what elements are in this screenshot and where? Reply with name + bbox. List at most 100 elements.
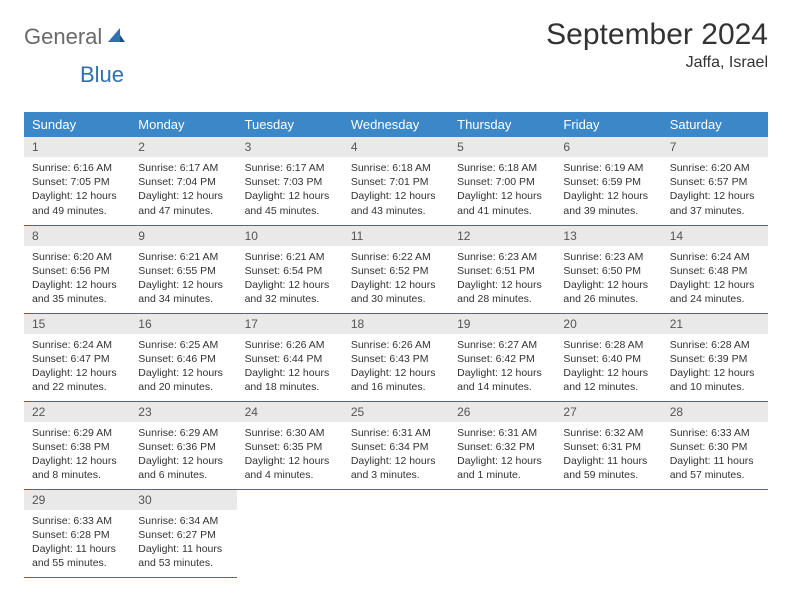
logo-text-general: General xyxy=(24,24,102,50)
calendar-week-row: 29Sunrise: 6:33 AMSunset: 6:28 PMDayligh… xyxy=(24,489,768,577)
sunrise-text: Sunrise: 6:18 AM xyxy=(457,161,547,175)
day-number: 1 xyxy=(24,137,130,157)
day-details: Sunrise: 6:17 AMSunset: 7:03 PMDaylight:… xyxy=(237,157,343,224)
sunrise-text: Sunrise: 6:26 AM xyxy=(245,338,335,352)
sunrise-text: Sunrise: 6:21 AM xyxy=(245,250,335,264)
day-number: 12 xyxy=(449,226,555,246)
calendar-cell xyxy=(449,489,555,577)
sunset-text: Sunset: 6:34 PM xyxy=(351,440,441,454)
sunrise-text: Sunrise: 6:24 AM xyxy=(670,250,760,264)
sunset-text: Sunset: 6:38 PM xyxy=(32,440,122,454)
calendar-cell: 7Sunrise: 6:20 AMSunset: 6:57 PMDaylight… xyxy=(662,137,768,225)
sunrise-text: Sunrise: 6:17 AM xyxy=(138,161,228,175)
logo: General xyxy=(24,18,128,50)
daylight-text: Daylight: 12 hours and 24 minutes. xyxy=(670,278,760,306)
sunset-text: Sunset: 6:31 PM xyxy=(563,440,653,454)
daylight-text: Daylight: 12 hours and 37 minutes. xyxy=(670,189,760,217)
day-details: Sunrise: 6:33 AMSunset: 6:30 PMDaylight:… xyxy=(662,422,768,489)
daylight-text: Daylight: 12 hours and 18 minutes. xyxy=(245,366,335,394)
daylight-text: Daylight: 12 hours and 43 minutes. xyxy=(351,189,441,217)
calendar-week-row: 8Sunrise: 6:20 AMSunset: 6:56 PMDaylight… xyxy=(24,225,768,313)
sunset-text: Sunset: 6:42 PM xyxy=(457,352,547,366)
daylight-text: Daylight: 12 hours and 32 minutes. xyxy=(245,278,335,306)
sunset-text: Sunset: 6:55 PM xyxy=(138,264,228,278)
day-number: 18 xyxy=(343,314,449,334)
day-details: Sunrise: 6:17 AMSunset: 7:04 PMDaylight:… xyxy=(130,157,236,224)
calendar-cell: 27Sunrise: 6:32 AMSunset: 6:31 PMDayligh… xyxy=(555,401,661,489)
day-details: Sunrise: 6:28 AMSunset: 6:39 PMDaylight:… xyxy=(662,334,768,401)
day-details: Sunrise: 6:25 AMSunset: 6:46 PMDaylight:… xyxy=(130,334,236,401)
day-number: 20 xyxy=(555,314,661,334)
day-number: 8 xyxy=(24,226,130,246)
day-details: Sunrise: 6:20 AMSunset: 6:57 PMDaylight:… xyxy=(662,157,768,224)
logo-sail-icon xyxy=(106,26,126,49)
day-details: Sunrise: 6:27 AMSunset: 6:42 PMDaylight:… xyxy=(449,334,555,401)
day-number: 24 xyxy=(237,402,343,422)
day-details: Sunrise: 6:28 AMSunset: 6:40 PMDaylight:… xyxy=(555,334,661,401)
daylight-text: Daylight: 11 hours and 57 minutes. xyxy=(670,454,760,482)
sunset-text: Sunset: 6:30 PM xyxy=(670,440,760,454)
day-details: Sunrise: 6:34 AMSunset: 6:27 PMDaylight:… xyxy=(130,510,236,577)
daylight-text: Daylight: 11 hours and 59 minutes. xyxy=(563,454,653,482)
daylight-text: Daylight: 12 hours and 3 minutes. xyxy=(351,454,441,482)
day-details: Sunrise: 6:31 AMSunset: 6:34 PMDaylight:… xyxy=(343,422,449,489)
sunrise-text: Sunrise: 6:27 AM xyxy=(457,338,547,352)
sunset-text: Sunset: 7:01 PM xyxy=(351,175,441,189)
daylight-text: Daylight: 11 hours and 55 minutes. xyxy=(32,542,122,570)
sunset-text: Sunset: 6:43 PM xyxy=(351,352,441,366)
sunrise-text: Sunrise: 6:24 AM xyxy=(32,338,122,352)
calendar-cell: 4Sunrise: 6:18 AMSunset: 7:01 PMDaylight… xyxy=(343,137,449,225)
daylight-text: Daylight: 12 hours and 26 minutes. xyxy=(563,278,653,306)
calendar-cell: 10Sunrise: 6:21 AMSunset: 6:54 PMDayligh… xyxy=(237,225,343,313)
day-number: 16 xyxy=(130,314,236,334)
month-title: September 2024 xyxy=(546,18,768,52)
sunset-text: Sunset: 6:28 PM xyxy=(32,528,122,542)
calendar-cell: 19Sunrise: 6:27 AMSunset: 6:42 PMDayligh… xyxy=(449,313,555,401)
sunset-text: Sunset: 6:46 PM xyxy=(138,352,228,366)
sunset-text: Sunset: 6:52 PM xyxy=(351,264,441,278)
weekday-header: Saturday xyxy=(662,112,768,137)
day-details: Sunrise: 6:29 AMSunset: 6:36 PMDaylight:… xyxy=(130,422,236,489)
calendar-cell: 15Sunrise: 6:24 AMSunset: 6:47 PMDayligh… xyxy=(24,313,130,401)
day-details: Sunrise: 6:20 AMSunset: 6:56 PMDaylight:… xyxy=(24,246,130,313)
day-number: 13 xyxy=(555,226,661,246)
sunset-text: Sunset: 7:00 PM xyxy=(457,175,547,189)
day-number: 17 xyxy=(237,314,343,334)
sunrise-text: Sunrise: 6:28 AM xyxy=(670,338,760,352)
calendar-cell xyxy=(343,489,449,577)
day-details: Sunrise: 6:26 AMSunset: 6:44 PMDaylight:… xyxy=(237,334,343,401)
calendar-cell: 25Sunrise: 6:31 AMSunset: 6:34 PMDayligh… xyxy=(343,401,449,489)
sunset-text: Sunset: 6:48 PM xyxy=(670,264,760,278)
sunrise-text: Sunrise: 6:23 AM xyxy=(563,250,653,264)
weekday-header: Thursday xyxy=(449,112,555,137)
calendar-cell: 28Sunrise: 6:33 AMSunset: 6:30 PMDayligh… xyxy=(662,401,768,489)
day-number: 28 xyxy=(662,402,768,422)
sunrise-text: Sunrise: 6:33 AM xyxy=(670,426,760,440)
day-number: 23 xyxy=(130,402,236,422)
day-details: Sunrise: 6:33 AMSunset: 6:28 PMDaylight:… xyxy=(24,510,130,577)
day-number: 4 xyxy=(343,137,449,157)
daylight-text: Daylight: 12 hours and 1 minute. xyxy=(457,454,547,482)
day-number: 21 xyxy=(662,314,768,334)
calendar-cell: 9Sunrise: 6:21 AMSunset: 6:55 PMDaylight… xyxy=(130,225,236,313)
daylight-text: Daylight: 12 hours and 20 minutes. xyxy=(138,366,228,394)
daylight-text: Daylight: 12 hours and 45 minutes. xyxy=(245,189,335,217)
calendar-cell: 24Sunrise: 6:30 AMSunset: 6:35 PMDayligh… xyxy=(237,401,343,489)
sunrise-text: Sunrise: 6:22 AM xyxy=(351,250,441,264)
day-number: 9 xyxy=(130,226,236,246)
calendar-cell xyxy=(555,489,661,577)
sunset-text: Sunset: 6:44 PM xyxy=(245,352,335,366)
daylight-text: Daylight: 12 hours and 12 minutes. xyxy=(563,366,653,394)
calendar-cell: 6Sunrise: 6:19 AMSunset: 6:59 PMDaylight… xyxy=(555,137,661,225)
calendar-cell: 12Sunrise: 6:23 AMSunset: 6:51 PMDayligh… xyxy=(449,225,555,313)
sunset-text: Sunset: 6:35 PM xyxy=(245,440,335,454)
calendar-cell: 11Sunrise: 6:22 AMSunset: 6:52 PMDayligh… xyxy=(343,225,449,313)
day-number: 10 xyxy=(237,226,343,246)
sunset-text: Sunset: 6:39 PM xyxy=(670,352,760,366)
calendar-cell: 13Sunrise: 6:23 AMSunset: 6:50 PMDayligh… xyxy=(555,225,661,313)
daylight-text: Daylight: 12 hours and 4 minutes. xyxy=(245,454,335,482)
calendar-cell: 30Sunrise: 6:34 AMSunset: 6:27 PMDayligh… xyxy=(130,489,236,577)
sunrise-text: Sunrise: 6:28 AM xyxy=(563,338,653,352)
day-details: Sunrise: 6:24 AMSunset: 6:47 PMDaylight:… xyxy=(24,334,130,401)
sunrise-text: Sunrise: 6:25 AM xyxy=(138,338,228,352)
